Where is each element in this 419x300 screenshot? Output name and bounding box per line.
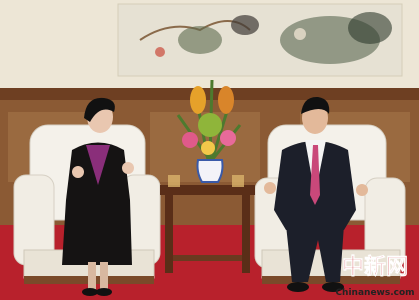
photo-scene: 中新网 Chinanews.com [0, 0, 419, 300]
page: 中新网 Chinanews.com (() => { const data = … [0, 0, 419, 300]
watermark-logo: 中新网 [342, 254, 408, 280]
painting [118, 4, 402, 76]
watermark-site: Chinanews.com [335, 288, 414, 298]
wood-rail [0, 88, 419, 100]
